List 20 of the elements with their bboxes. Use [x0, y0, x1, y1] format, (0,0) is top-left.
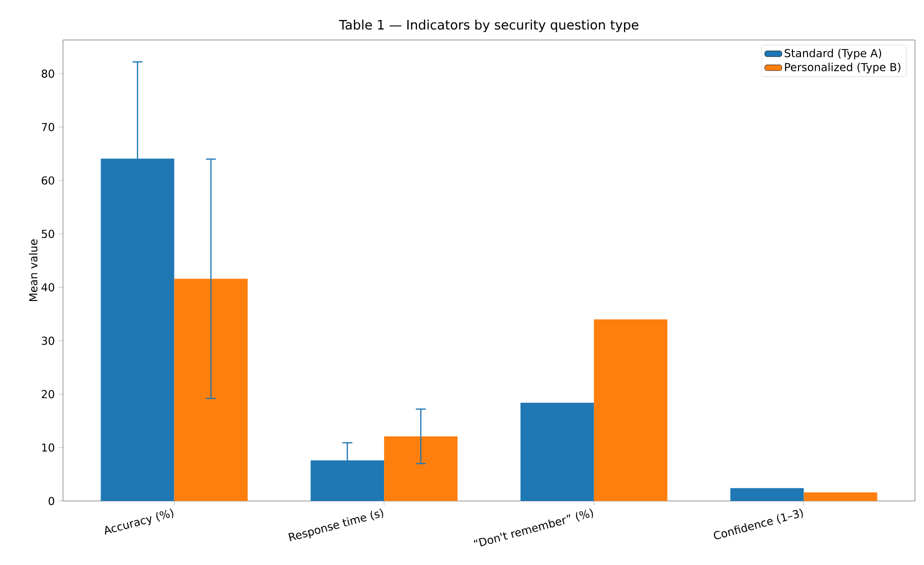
y-tick-label: 40 [41, 283, 54, 292]
y-axis-title: Mean value [28, 239, 38, 302]
bar [594, 319, 668, 501]
y-tick-label: 0 [48, 496, 54, 506]
bar [804, 492, 878, 501]
y-tick-label: 30 [42, 336, 54, 345]
bar [520, 402, 594, 501]
legend-label: Personalized (Type B) [785, 62, 900, 74]
bar [730, 488, 804, 501]
bar [100, 158, 174, 501]
y-tick-label: 10 [42, 443, 54, 452]
bar [384, 436, 458, 501]
y-tick-label: 70 [42, 122, 54, 132]
bar [310, 460, 384, 501]
legend-label: Standard (Type A) [784, 48, 882, 60]
chart-title: Table 1 — Indicators by security question type [338, 20, 638, 32]
y-tick-label: 60 [42, 176, 54, 185]
y-tick-label: 80 [42, 70, 54, 78]
y-tick-label: 20 [42, 390, 54, 398]
y-tick-label: 50 [42, 230, 54, 238]
